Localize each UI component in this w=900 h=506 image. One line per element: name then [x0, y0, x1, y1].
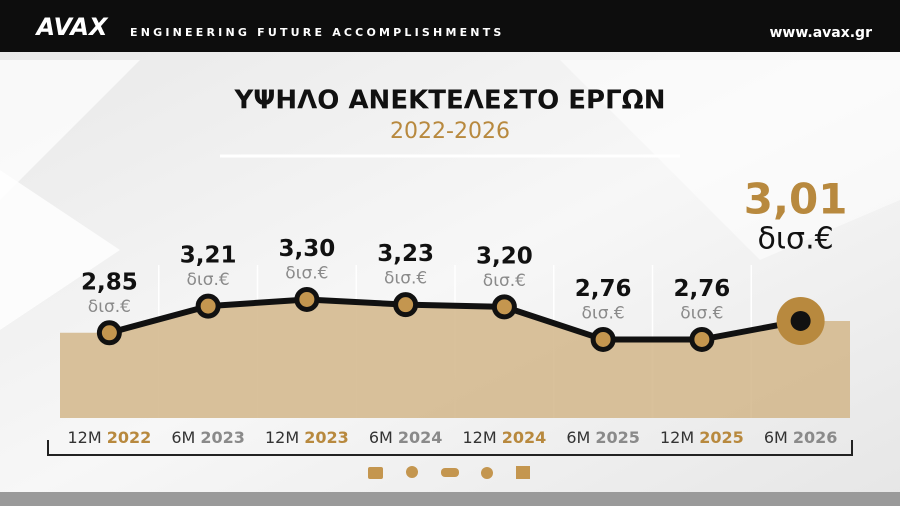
icons [368, 466, 530, 479]
marker [96, 320, 122, 346]
value-label: 3,21 [180, 243, 237, 269]
x-tick-period: 12M [265, 428, 299, 447]
tagline: ENGINEERING FUTURE ACCOMPLISHMENTS [130, 26, 505, 39]
marker [491, 294, 517, 320]
x-tick-year: 2022 [107, 428, 152, 447]
value-label: 2,76 [674, 276, 731, 302]
x-tick-year: 2024 [398, 428, 443, 447]
bracket [47, 440, 853, 456]
marker [393, 292, 419, 318]
x-tick-period: 12M [462, 428, 496, 447]
x-tick-period: 6M [171, 428, 195, 447]
x-tick-year: 2023 [200, 428, 245, 447]
x-tick-year: 2025 [595, 428, 640, 447]
value-label: 2,85 [81, 269, 138, 295]
marker [294, 286, 320, 312]
unit-label: δισ.€ [483, 271, 526, 291]
value-label: 2,76 [575, 276, 632, 302]
icon [441, 468, 459, 477]
x-tick-period: 12M [660, 428, 694, 447]
footer-bar [0, 492, 900, 506]
x-tick-year: 2024 [502, 428, 547, 447]
chart-title: ΥΨΗΛΟ ΑΝΕΚΤΕΛΕΣΤΟ ΕΡΓΩΝ [233, 86, 665, 116]
x-tick-year: 2025 [699, 428, 744, 447]
x-tick-label: 12M 2024 [462, 428, 546, 447]
x-tick-label: 6M 2024 [369, 428, 443, 447]
chart-subtitle: 2022-2026 [390, 119, 510, 144]
x-tick-label: 12M 2022 [67, 428, 151, 447]
header-bar [0, 0, 900, 52]
x-tick-period: 6M [764, 428, 788, 447]
value-label: 3,20 [476, 243, 533, 269]
unit-label: δισ.€ [187, 270, 230, 290]
x-tick-period: 12M [67, 428, 101, 447]
marker [590, 326, 616, 352]
unit-label: δισ.€ [680, 303, 723, 323]
icon [406, 466, 418, 478]
value-label: 3,23 [377, 241, 434, 267]
logo: AVAX [35, 13, 109, 41]
x-tick-year: 2023 [304, 428, 349, 447]
decor [0, 170, 120, 330]
icon [368, 467, 383, 479]
value-label: 3,30 [279, 236, 336, 262]
x-tick-label: 12M 2023 [265, 428, 349, 447]
x-tick-label: 12M 2025 [660, 428, 744, 447]
x-tick-label: 6M 2023 [171, 428, 245, 447]
icon [481, 467, 493, 479]
marker [689, 326, 715, 352]
website[interactable]: www.avax.gr [769, 25, 872, 41]
icon [516, 466, 530, 479]
value-label: 3,01 [744, 175, 848, 224]
marker [790, 310, 811, 331]
unit-label: δισ.€ [88, 297, 131, 317]
area [60, 299, 850, 418]
x-tick-label: 6M 2025 [566, 428, 640, 447]
unit-label: δισ.€ [285, 263, 328, 283]
unit-label: δισ.€ [582, 303, 625, 323]
unit-label: δισ.€ [758, 222, 834, 257]
decor [560, 60, 900, 260]
unit-label: δισ.€ [384, 269, 427, 289]
x-tick-year: 2026 [793, 428, 838, 447]
x-tick-period: 6M [566, 428, 590, 447]
decor [0, 60, 140, 200]
x-tick-period: 6M [369, 428, 393, 447]
marker [195, 293, 221, 319]
x-tick-label: 6M 2026 [764, 428, 838, 447]
line [108, 296, 802, 343]
